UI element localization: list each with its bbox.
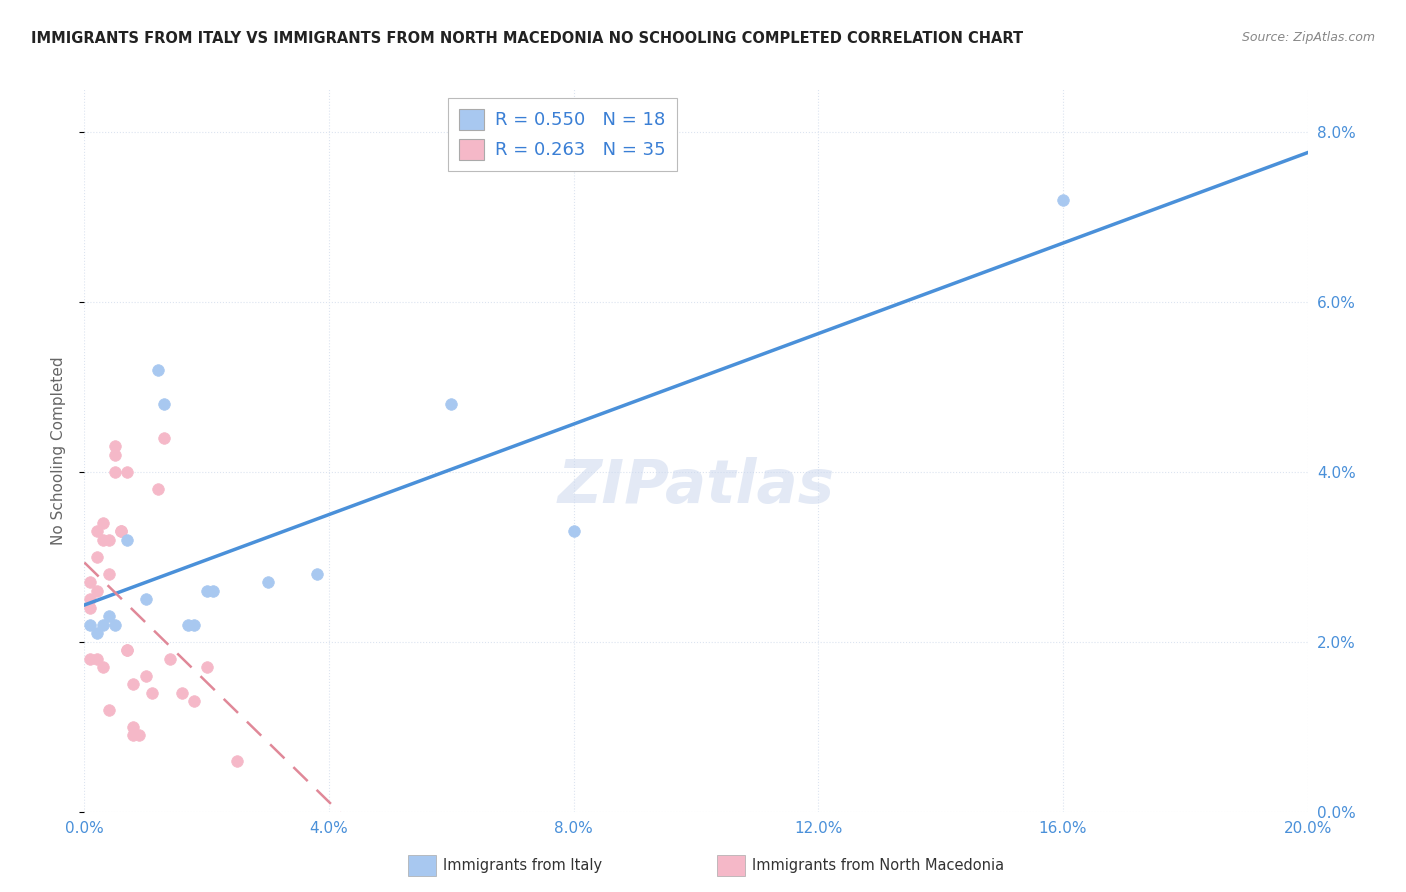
Point [135, 669, 157, 683]
Point [146, 482, 169, 496]
Point [183, 694, 205, 708]
Point [91, 617, 114, 632]
Text: Immigrants from Italy: Immigrants from Italy [443, 858, 602, 872]
Point [115, 643, 138, 657]
Legend: R = 0.550   N = 18, R = 0.263   N = 35: R = 0.550 N = 18, R = 0.263 N = 35 [449, 98, 676, 170]
Point [104, 439, 127, 453]
Point [226, 754, 249, 768]
Point [153, 397, 176, 411]
Point [79, 651, 101, 665]
Point [104, 617, 127, 632]
Point [122, 720, 145, 734]
Point [91, 660, 114, 674]
Point [195, 583, 218, 598]
Point [141, 686, 163, 700]
Point [177, 617, 200, 632]
Point [86, 524, 108, 539]
Point [86, 651, 108, 665]
Point [86, 583, 108, 598]
Point [91, 516, 114, 530]
Point [110, 524, 132, 539]
Point [86, 549, 108, 564]
Text: Immigrants from North Macedonia: Immigrants from North Macedonia [752, 858, 1004, 872]
Text: Source: ZipAtlas.com: Source: ZipAtlas.com [1241, 31, 1375, 45]
Point [305, 566, 328, 581]
Point [79, 600, 101, 615]
Point [115, 533, 138, 547]
Point [172, 686, 194, 700]
Point [97, 609, 120, 624]
Point [86, 626, 108, 640]
Point [79, 617, 101, 632]
Point [115, 643, 138, 657]
Point [257, 575, 280, 590]
Point [562, 524, 585, 539]
Point [159, 651, 181, 665]
Point [79, 575, 101, 590]
Point [122, 728, 145, 742]
Point [1052, 193, 1074, 207]
Point [440, 397, 463, 411]
Point [97, 703, 120, 717]
Point [97, 533, 120, 547]
Y-axis label: No Schooling Completed: No Schooling Completed [51, 356, 66, 545]
Point [104, 448, 127, 462]
Point [195, 660, 218, 674]
Point [110, 524, 132, 539]
Point [104, 465, 127, 479]
Text: ZIPatlas: ZIPatlas [557, 457, 835, 516]
Point [115, 465, 138, 479]
Text: IMMIGRANTS FROM ITALY VS IMMIGRANTS FROM NORTH MACEDONIA NO SCHOOLING COMPLETED : IMMIGRANTS FROM ITALY VS IMMIGRANTS FROM… [31, 31, 1024, 46]
Point [79, 592, 101, 607]
Point [201, 583, 224, 598]
Point [91, 533, 114, 547]
Point [153, 431, 176, 445]
Point [183, 617, 205, 632]
Point [97, 566, 120, 581]
Point [128, 728, 150, 742]
Point [135, 592, 157, 607]
Point [122, 677, 145, 691]
Point [146, 362, 169, 376]
